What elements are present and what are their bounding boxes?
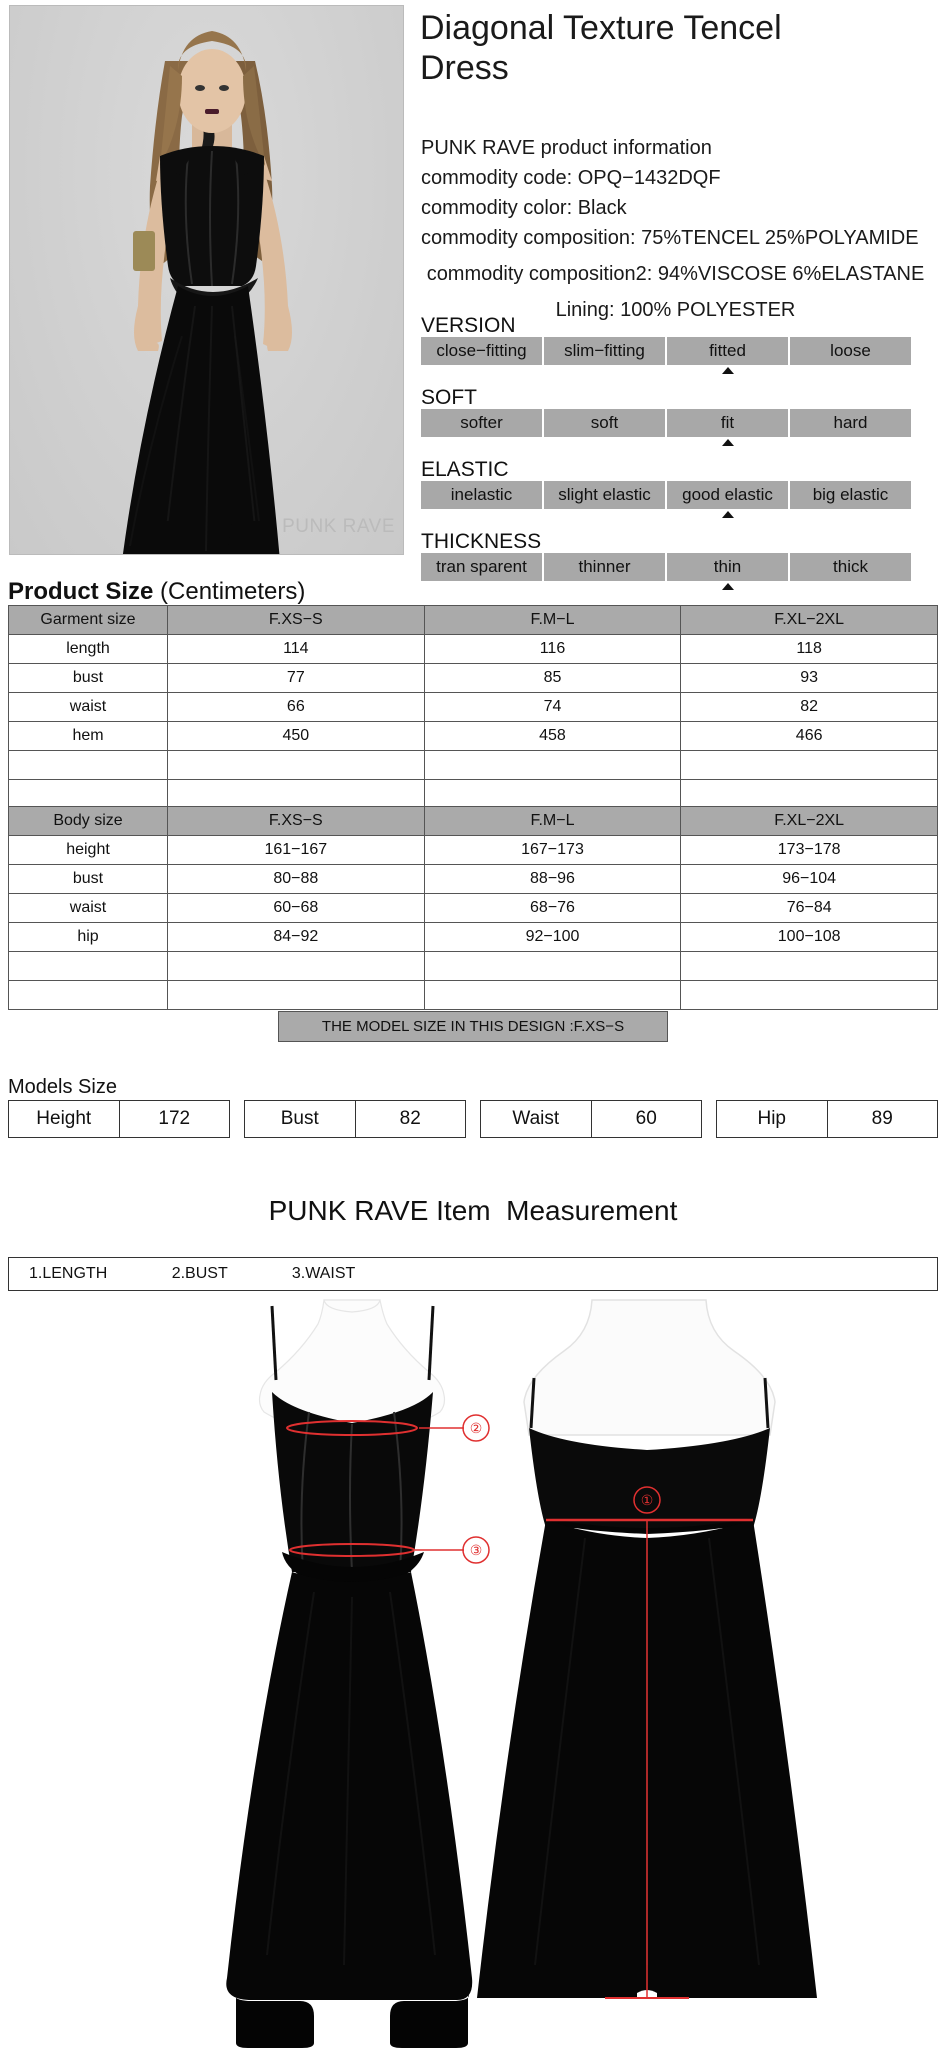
svg-text:②: ② <box>470 1420 483 1436</box>
svg-text:①: ① <box>641 1492 654 1508</box>
svg-text:③: ③ <box>470 1542 483 1558</box>
